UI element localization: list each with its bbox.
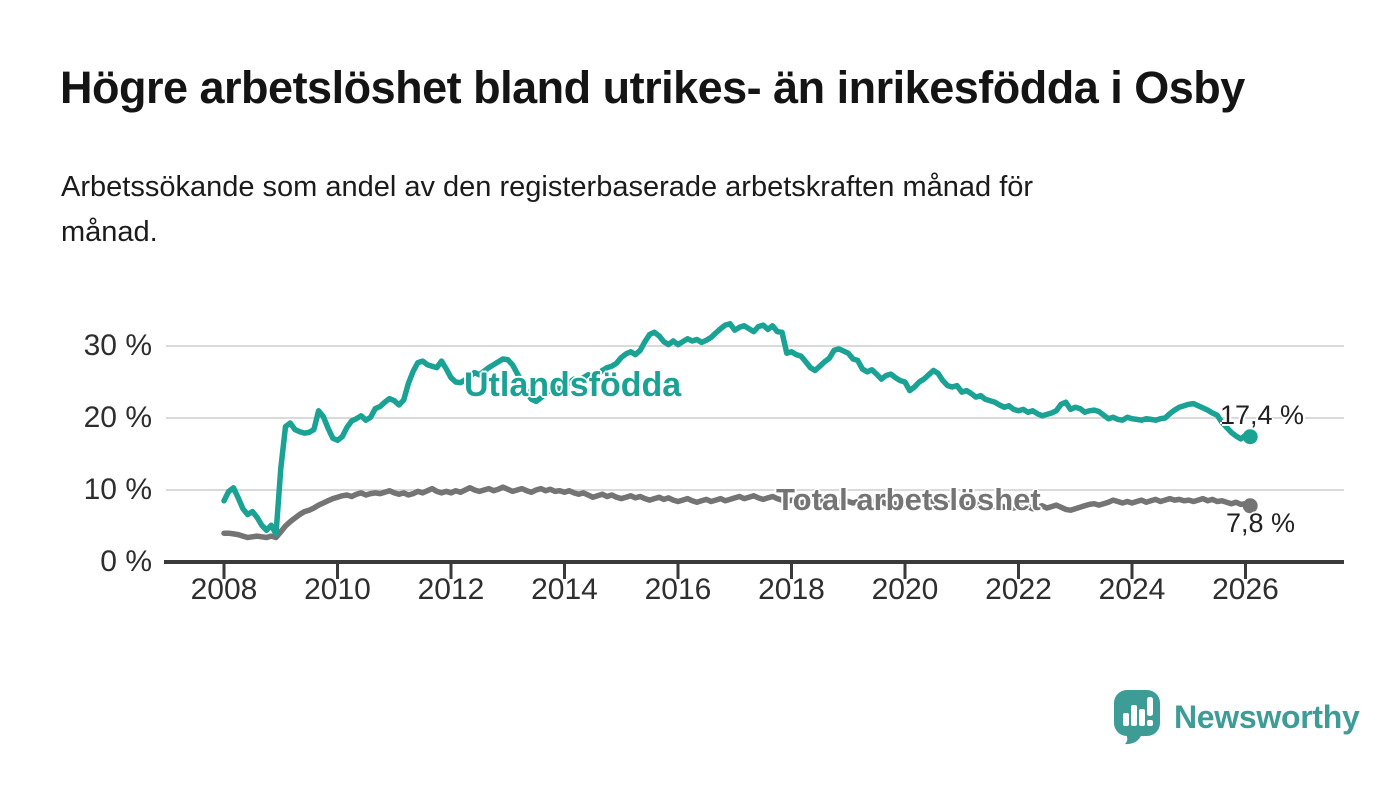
y-tick-label: 30 % xyxy=(83,329,152,362)
x-tick-label: 2014 xyxy=(531,573,598,606)
page-subtitle: Arbetssökande som andel av den registerb… xyxy=(61,165,1341,255)
page-title: Högre arbetslöshet bland utrikes- än inr… xyxy=(60,62,1245,113)
series-line-utlandsfodda xyxy=(221,320,1253,537)
x-tick-label: 2016 xyxy=(644,573,712,606)
y-tick-label: 20 % xyxy=(83,401,152,434)
x-tick-label: 2012 xyxy=(417,573,485,606)
series-line-total-arbetsloshet xyxy=(221,484,1253,541)
series-label-utlandsfodda: Utlandsfödda xyxy=(464,366,682,404)
subtitle-line-2: månad. xyxy=(61,216,158,248)
series-end-dot-utlandsfodda xyxy=(1242,429,1258,445)
x-tick-label: 2008 xyxy=(190,573,258,606)
newsworthy-logo-text: Newsworthy xyxy=(1174,698,1360,735)
newsworthy-logo: Newsworthy xyxy=(1112,686,1360,748)
x-tick-label: 2020 xyxy=(871,573,939,606)
x-tick-label: 2010 xyxy=(304,573,371,606)
end-value-label-total: 7,8 % xyxy=(1226,508,1296,538)
y-tick-label: 10 % xyxy=(83,473,152,506)
series-label-total-arbetsloshet: Total arbetslöshet xyxy=(776,482,1041,517)
series-end-dot-total-arbetsloshet xyxy=(1242,498,1258,514)
x-tick-label: 2024 xyxy=(1098,573,1166,606)
subtitle-line-1: Arbetssökande som andel av den registerb… xyxy=(61,171,1034,203)
x-tick-label: 2022 xyxy=(985,573,1052,606)
newsworthy-logo-icon xyxy=(1114,690,1160,745)
x-tick-label: 2026 xyxy=(1212,573,1279,606)
y-tick-label: 0 % xyxy=(100,545,152,578)
x-tick-label: 2018 xyxy=(758,573,825,606)
end-value-label-utlandsfodda: 17,4 % xyxy=(1220,400,1305,430)
